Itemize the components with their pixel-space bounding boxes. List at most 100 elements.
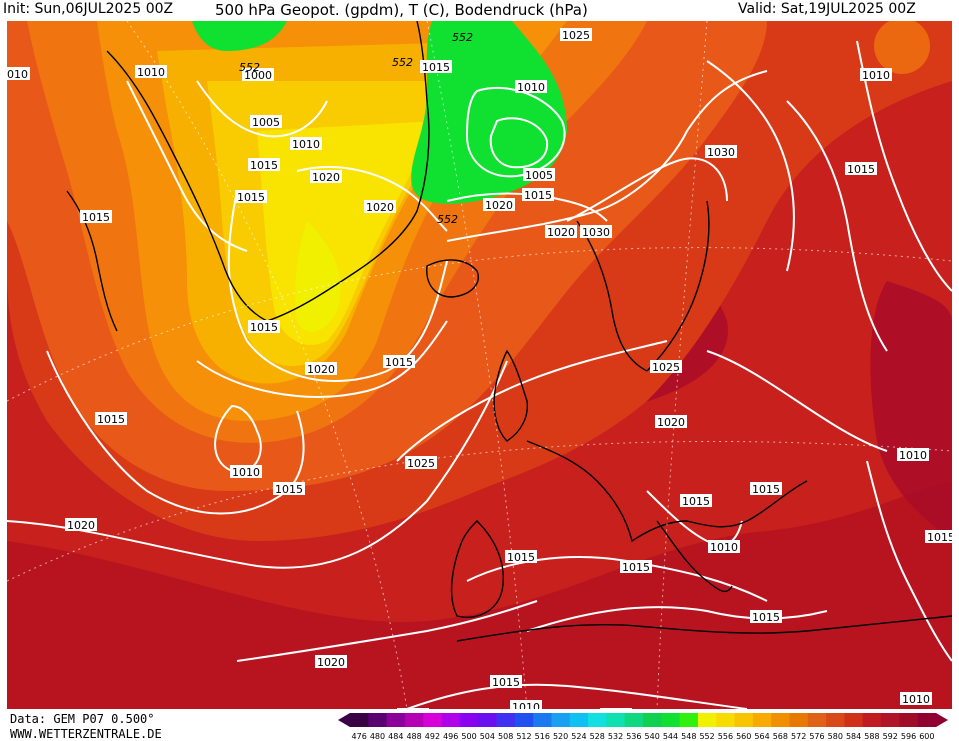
color-scale-value: 504 bbox=[480, 732, 495, 741]
color-scale-box bbox=[588, 713, 607, 727]
pressure-label-bg bbox=[680, 494, 712, 507]
color-scale-box bbox=[917, 713, 937, 727]
pressure-label: 1025 bbox=[407, 457, 435, 470]
color-scale-box bbox=[789, 713, 809, 727]
pressure-label: 1015 bbox=[622, 561, 650, 574]
coastline-iceland bbox=[426, 259, 479, 298]
color-scale-value: 512 bbox=[516, 732, 531, 741]
isobar-1015-south bbox=[406, 683, 748, 709]
pressure-label: 1015 bbox=[275, 483, 303, 496]
pressure-label: 1015 bbox=[250, 321, 278, 334]
pressure-label-bg bbox=[310, 170, 342, 183]
pressure-label-bg bbox=[305, 362, 337, 375]
pressure-label-bg bbox=[545, 225, 577, 238]
color-scale-box bbox=[350, 713, 369, 727]
pressure-label: 1020 bbox=[317, 656, 345, 669]
pressure-labels: 010 1010 1000 1005 1010 1015 1015 1020 1020 1015 1… bbox=[7, 28, 952, 709]
color-scale-legend: 476 480 484 488 492 496 500 504 508 512 516 520 524 5… bbox=[338, 713, 948, 741]
pressure-label: 1015 bbox=[927, 531, 952, 544]
pressure-label-bg bbox=[655, 415, 687, 428]
geopotential-field-596b bbox=[870, 281, 952, 541]
color-scale-box bbox=[679, 713, 699, 727]
isobar-1025-ridge bbox=[396, 340, 668, 462]
pressure-label: 1020 bbox=[657, 416, 685, 429]
isobar-1020-greenland bbox=[296, 166, 448, 232]
color-scale-value: 588 bbox=[864, 732, 879, 741]
pressure-label: 1015 bbox=[237, 191, 265, 204]
pressure-label: 1020 bbox=[312, 171, 340, 184]
geopotential-field-592 bbox=[7, 481, 952, 709]
pressure-label: 1010 bbox=[517, 81, 545, 94]
pressure-label-bg bbox=[522, 188, 554, 201]
pressure-label-bg bbox=[925, 530, 952, 543]
pressure-label: 1015 bbox=[847, 163, 875, 176]
color-scale-box bbox=[606, 713, 626, 727]
color-scale-box bbox=[478, 713, 497, 727]
graticule-line bbox=[7, 440, 952, 582]
color-scale-labels: 476 480 484 488 492 496 500 504 508 512 516 520 524 5… bbox=[352, 732, 935, 741]
pressure-label: 1020 bbox=[547, 226, 575, 239]
isobar-1010-east bbox=[866, 460, 952, 662]
color-scale-box bbox=[826, 713, 845, 727]
isobar-1005-greenland-sea bbox=[489, 117, 549, 169]
color-scale-box bbox=[368, 713, 388, 727]
height-label: 552 bbox=[239, 61, 260, 74]
pressure-label-bg bbox=[900, 692, 932, 705]
pressure-label: 1010 bbox=[902, 693, 930, 706]
color-scale-value: 596 bbox=[901, 732, 916, 741]
color-scale-value: 556 bbox=[718, 732, 733, 741]
color-scale-value: 592 bbox=[883, 732, 898, 741]
color-scale-value: 524 bbox=[571, 732, 586, 741]
color-scale-box bbox=[862, 713, 882, 727]
color-scale-value: 548 bbox=[681, 732, 696, 741]
color-scale-box bbox=[844, 713, 864, 727]
coastline-italy bbox=[656, 520, 733, 593]
color-scale-value: 584 bbox=[846, 732, 861, 741]
isobar-1020-southwest bbox=[236, 600, 538, 662]
color-scale-value: 532 bbox=[608, 732, 623, 741]
footer-bar: Data: GEM P07 0.500° WWW.WETTERZENTRALE.… bbox=[0, 709, 959, 741]
pressure-label: 1010 bbox=[292, 138, 320, 151]
height-label: 552 bbox=[452, 31, 473, 44]
pressure-label: 1010 bbox=[862, 69, 890, 82]
pressure-label: 1020 bbox=[307, 363, 335, 376]
pressure-label: 1020 bbox=[67, 519, 95, 532]
color-scale-value: 488 bbox=[406, 732, 421, 741]
color-scale-value: 600 bbox=[919, 732, 934, 741]
pressure-label-bg bbox=[135, 65, 167, 78]
pressure-label: 1015 bbox=[524, 189, 552, 202]
isobar-1015-central bbox=[196, 320, 448, 398]
website-label: WWW.WETTERZENTRALE.DE bbox=[10, 727, 162, 741]
pressure-label: 1015 bbox=[250, 159, 278, 172]
color-scale-box bbox=[661, 713, 681, 727]
pressure-label-bg bbox=[650, 360, 682, 373]
isobar-1015-med2 bbox=[526, 606, 828, 632]
color-scale-value: 572 bbox=[791, 732, 806, 741]
color-scale-box bbox=[734, 713, 754, 727]
pressure-label: 1010 bbox=[137, 66, 165, 79]
height-label: 552 bbox=[437, 213, 458, 226]
isobar-1020-atlantic bbox=[7, 360, 508, 569]
color-scale-box bbox=[423, 713, 443, 727]
isobar-1030-scandinavia bbox=[566, 157, 728, 222]
pressure-label-bg bbox=[490, 675, 522, 688]
pressure-label-bg bbox=[65, 518, 97, 531]
pressure-label: 1020 bbox=[485, 199, 513, 212]
pressure-label-bg bbox=[600, 708, 632, 709]
geopotential-field-556 bbox=[295, 221, 341, 332]
color-scale-box bbox=[752, 713, 772, 727]
color-scale-box bbox=[881, 713, 900, 727]
pressure-label-bg bbox=[705, 145, 737, 158]
color-scale-boxes bbox=[338, 713, 948, 727]
pressure-label: 1015 bbox=[422, 61, 450, 74]
pressure-label: 1015 bbox=[97, 413, 125, 426]
pressure-label: 1020 bbox=[366, 201, 394, 214]
pressure-label-bg bbox=[235, 190, 267, 203]
pressure-label: 1030 bbox=[582, 226, 610, 239]
data-source-label: Data: GEM P07 0.500° bbox=[10, 712, 155, 726]
color-scale-box bbox=[459, 713, 479, 727]
color-scale-value: 484 bbox=[388, 732, 403, 741]
color-scale-box bbox=[551, 713, 571, 727]
isobar-1020-east bbox=[706, 350, 888, 452]
color-scale-box bbox=[899, 713, 919, 727]
